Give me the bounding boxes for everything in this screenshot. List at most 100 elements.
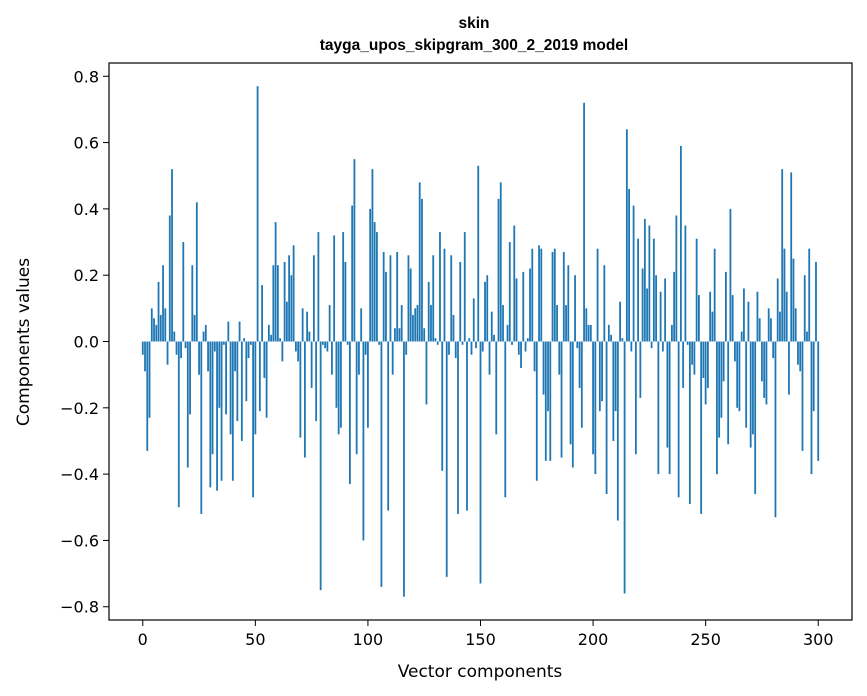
bar-159: [499, 182, 502, 342]
bar-298: [812, 341, 815, 412]
bar-283: [779, 311, 781, 342]
y-tick-label: 0.2: [74, 266, 99, 285]
bar-193: [576, 341, 579, 349]
y-tick-label: 0.8: [74, 67, 99, 86]
bar-135: [445, 341, 448, 577]
bar-173: [531, 248, 534, 342]
bar-238: [677, 341, 680, 498]
bar-180: [547, 341, 549, 412]
bar-102: [371, 169, 374, 342]
bar-98: [362, 341, 365, 541]
bar-295: [806, 331, 808, 342]
bar-211: [616, 341, 619, 521]
bar-123: [418, 182, 421, 342]
bar-148: [475, 341, 477, 349]
bar-228: [655, 275, 658, 342]
bar-244: [691, 341, 694, 365]
bar-59: [274, 222, 277, 342]
bar-30: [209, 341, 212, 488]
bar-22: [191, 265, 194, 342]
bar-221: [639, 341, 642, 398]
bar-266: [740, 331, 743, 342]
bar-125: [423, 328, 426, 342]
bar-38: [227, 321, 230, 342]
bar-185: [558, 341, 561, 375]
bar-50: [254, 341, 257, 435]
bar-17: [180, 341, 182, 359]
bar-132: [439, 232, 441, 342]
bar-212: [619, 301, 621, 342]
bar-269: [747, 301, 750, 342]
bar-141: [459, 261, 462, 342]
bar-48: [249, 341, 252, 345]
bar-175: [535, 341, 538, 481]
bar-161: [504, 341, 507, 498]
bar-245: [693, 341, 696, 375]
bar-204: [601, 341, 603, 402]
bar-262: [731, 295, 734, 342]
x-tick-label: 250: [690, 630, 721, 649]
bar-64: [285, 301, 288, 342]
bar-37: [225, 341, 227, 415]
bar-111: [391, 341, 394, 375]
bar-292: [799, 341, 802, 372]
bar-99: [364, 341, 367, 355]
bar-1: [144, 341, 146, 372]
bar-73: [306, 311, 309, 342]
bar-66: [290, 275, 293, 342]
bar-261: [729, 208, 732, 342]
bar-252: [709, 291, 712, 342]
bar-198: [587, 324, 590, 342]
bar-218: [632, 205, 635, 342]
bar-155: [490, 311, 493, 342]
bar-145: [468, 338, 471, 342]
bar-71: [301, 308, 304, 342]
bar-77: [315, 341, 318, 422]
bar-72: [303, 341, 306, 458]
bar-35: [220, 341, 223, 481]
bar-149: [477, 165, 480, 342]
bar-166: [515, 278, 518, 342]
bar-289: [792, 258, 795, 342]
bar-253: [711, 311, 714, 342]
bar-246: [695, 238, 698, 342]
bar-200: [592, 341, 594, 455]
bar-129: [432, 255, 435, 342]
bar-96: [358, 341, 360, 375]
bar-225: [648, 225, 651, 342]
bar-142: [461, 341, 464, 345]
bar-147: [472, 298, 475, 342]
bar-124: [421, 198, 423, 342]
bar-235: [670, 324, 673, 342]
bar-40: [231, 341, 234, 481]
bar-43: [238, 321, 241, 342]
bar-6: [155, 324, 158, 342]
y-tick-label: 0.6: [74, 134, 99, 153]
bar-275: [761, 341, 763, 382]
bar-11: [166, 341, 169, 365]
bar-55: [265, 341, 268, 418]
bar-122: [416, 305, 419, 342]
bar-130: [434, 338, 437, 342]
bar-103: [373, 222, 376, 342]
bar-194: [578, 341, 581, 388]
x-tick-label: 0: [138, 630, 148, 649]
bar-174: [533, 341, 536, 372]
bar-136: [448, 341, 450, 355]
bar-280: [772, 341, 775, 359]
bar-240: [682, 341, 685, 388]
bar-116: [403, 341, 405, 597]
bar-190: [569, 341, 572, 445]
bar-297: [810, 341, 813, 475]
bar-276: [763, 341, 766, 398]
x-axis-ticks: 0 50 100 150 200 250 300: [138, 620, 834, 649]
bar-290: [794, 308, 797, 342]
bar-178: [542, 341, 545, 395]
bar-121: [414, 308, 417, 342]
y-tick-label: −0.2: [60, 399, 99, 418]
x-tick-label: 50: [245, 630, 265, 649]
bar-264: [736, 341, 739, 408]
bar-247: [698, 295, 700, 342]
bar-10: [164, 308, 167, 342]
bar-274: [758, 318, 761, 342]
